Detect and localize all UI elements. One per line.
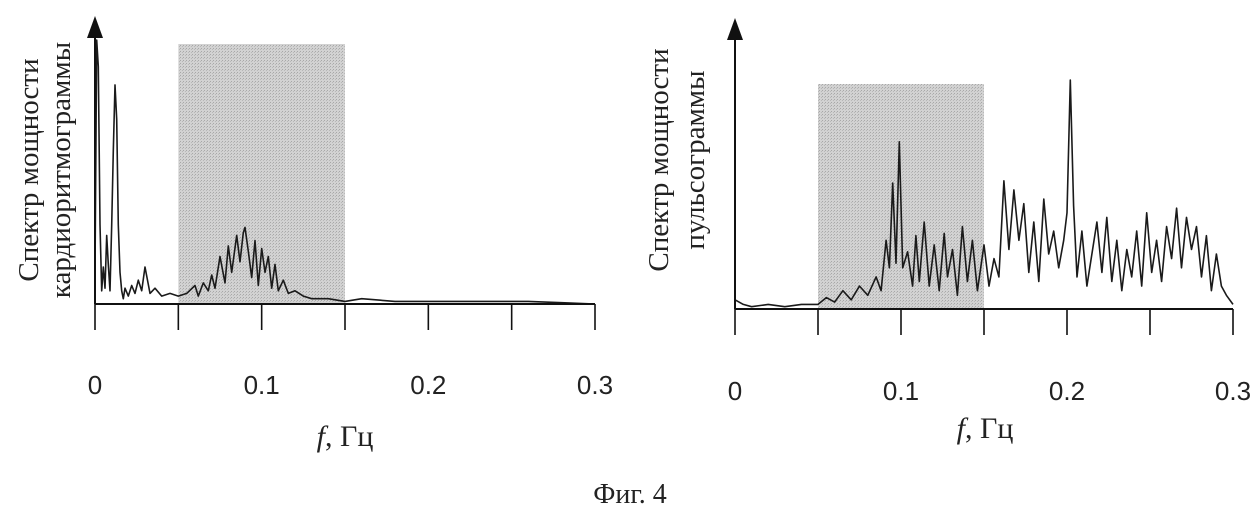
left-chart-cardiorhythmogram: Спектр мощности кардиоритмограммы f, Гц … bbox=[13, 16, 613, 453]
y-axis-arrow bbox=[727, 18, 743, 40]
right-y-axis-label-line1: Спектр мощности bbox=[643, 48, 675, 271]
x-tick-label: 0.1 bbox=[883, 376, 919, 406]
left-y-axis-label-line1: Спектр мощности bbox=[13, 58, 45, 281]
x-tick-label: 0.2 bbox=[1049, 376, 1085, 406]
x-tick-label: 0.1 bbox=[244, 370, 280, 400]
x-tick-label: 0 bbox=[728, 376, 742, 406]
left-x-axis-label: f, Гц bbox=[317, 420, 374, 453]
left-y-axis-label-line2: кардиоритмограммы bbox=[45, 42, 77, 298]
x-tick-label: 0.3 bbox=[577, 370, 613, 400]
x-tick-label: 0.3 bbox=[1215, 376, 1251, 406]
right-x-axis-label: f, Гц bbox=[957, 412, 1014, 445]
y-axis-arrow bbox=[87, 16, 103, 38]
x-tick-label: 0 bbox=[88, 370, 102, 400]
right-y-axis-label-line2: пульсограммы bbox=[679, 70, 711, 249]
right-chart-pulsogram: Спектр мощности пульсограммы f, Гц 0 0.1 0… bbox=[643, 18, 1251, 445]
highlight-band bbox=[178, 44, 345, 304]
figure-caption: Фиг. 4 bbox=[593, 479, 666, 510]
x-tick-label: 0.2 bbox=[410, 370, 446, 400]
